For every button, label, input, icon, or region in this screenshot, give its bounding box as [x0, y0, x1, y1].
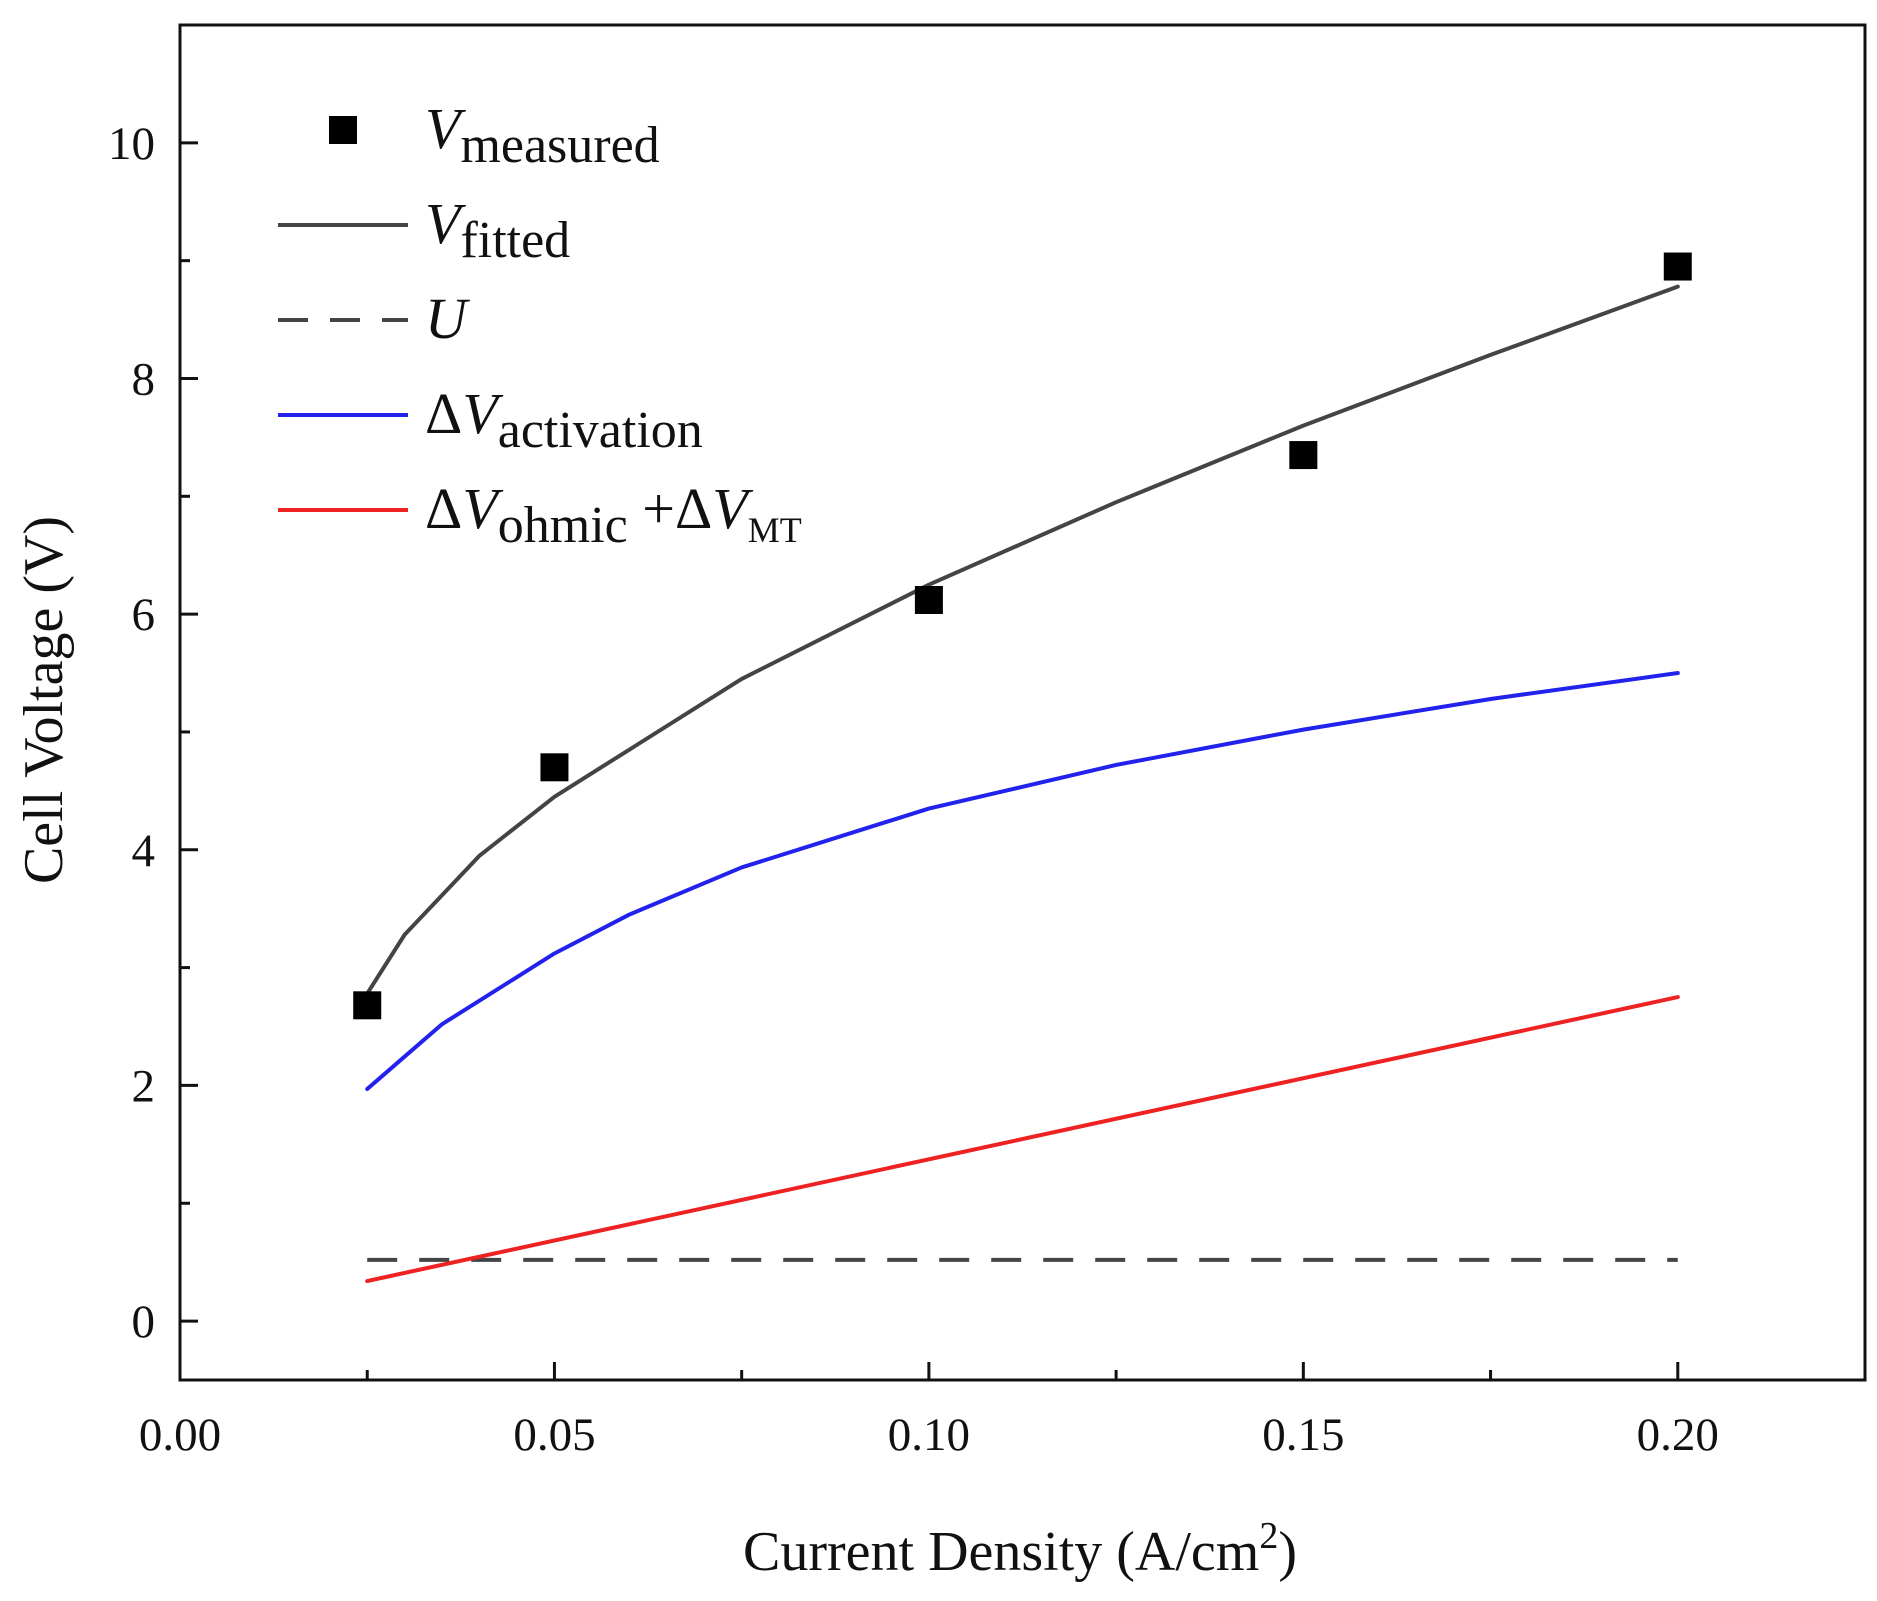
series-layer	[353, 252, 1692, 1284]
y-tick-label: 0	[132, 1296, 156, 1348]
x-axis-title: Current Density (A/cm2)	[743, 1515, 1297, 1583]
x-tick-label: 0.15	[1262, 1409, 1344, 1461]
data-point-measured	[353, 991, 382, 1020]
y-tick-label: 8	[132, 353, 156, 405]
x-tick-label: 0.05	[513, 1409, 595, 1461]
legend-label-activation: ΔVactivation	[425, 381, 703, 459]
legend-text-part: V	[462, 476, 504, 541]
legend-text-part: U	[425, 286, 471, 351]
data-point-measured	[1663, 252, 1692, 281]
data-point-measured	[914, 585, 943, 614]
x-tick-label: 0.00	[139, 1409, 221, 1461]
legend-text-part: V	[425, 96, 467, 161]
legend-label-ohmic_mt: ΔVohmic +ΔVMT	[425, 476, 802, 554]
data-point-measured	[1289, 441, 1318, 470]
legend-label-fitted: Vfitted	[425, 191, 570, 269]
legend-text-part: measured	[460, 117, 659, 174]
x-axis-ticks: 0.00 0.05 0.10 0.15 0.20	[139, 1362, 1719, 1461]
legend-text-part: V	[712, 476, 754, 541]
legend-text-part: MT	[748, 510, 802, 550]
legend-text-part: ohmic	[498, 497, 628, 554]
legend-marker-measured	[329, 116, 357, 144]
x-tick-label: 0.10	[888, 1409, 970, 1461]
series-line-activation	[365, 671, 1680, 1091]
legend-text-part: fitted	[460, 212, 570, 269]
x-tick-label: 0.20	[1637, 1409, 1719, 1461]
legend-label-U: U	[425, 286, 471, 351]
y-tick-label: 4	[132, 825, 156, 877]
legend-text-part: +Δ	[628, 476, 713, 541]
series-line-ohmic_mt	[365, 995, 1680, 1284]
plot-frame	[178, 23, 1867, 1382]
legend-text-part: activation	[498, 402, 703, 459]
series-line-fitted	[365, 284, 1680, 996]
y-tick-label: 2	[132, 1060, 156, 1112]
y-tick-label: 6	[132, 589, 156, 641]
y-axis-ticks: 0 2 4 6 8 10	[108, 118, 198, 1348]
y-axis-title: Cell Voltage (V)	[13, 516, 75, 884]
legend-text-part: V	[462, 381, 504, 446]
y-tick-label: 10	[108, 118, 155, 170]
legend-text-part: V	[425, 191, 467, 256]
legend-text-part: Δ	[425, 476, 462, 541]
legend-text-part: Δ	[425, 381, 462, 446]
data-point-measured	[540, 753, 569, 782]
legend-label-measured: Vmeasured	[425, 96, 660, 174]
